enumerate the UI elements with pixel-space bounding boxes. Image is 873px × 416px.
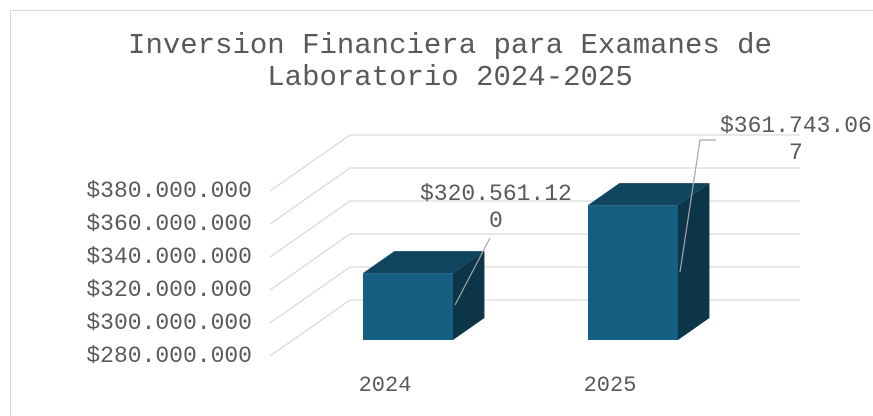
bar-top: [588, 183, 710, 206]
bar-side: [453, 251, 485, 340]
y-tick-label: $280.000.000: [86, 343, 252, 369]
bar-top: [363, 251, 485, 274]
grid-line: [269, 233, 800, 291]
data-label: $361.743.067: [720, 113, 872, 167]
data-label: $320.561.120: [420, 181, 572, 235]
grid-line: [269, 266, 800, 324]
leader-line: [679, 139, 716, 273]
leader-line: [454, 237, 491, 306]
bar-front: [588, 205, 678, 340]
y-tick-label: $320.000.000: [86, 277, 252, 303]
chart-title: Inversion Financiera para Examanes de La…: [128, 29, 772, 94]
grid-line: [269, 299, 800, 357]
y-tick-label: $380.000.000: [86, 178, 252, 204]
grid-line: [269, 134, 800, 192]
bar-side: [678, 183, 710, 340]
x-tick-label: 2024: [359, 373, 412, 398]
y-tick-label: $340.000.000: [86, 244, 252, 270]
x-tick-label: 2025: [584, 373, 637, 398]
chart-border: [10, 10, 873, 416]
y-tick-label: $300.000.000: [86, 310, 252, 336]
bar-front: [363, 273, 453, 340]
y-tick-label: $360.000.000: [86, 211, 252, 237]
grid-line: [269, 167, 800, 225]
